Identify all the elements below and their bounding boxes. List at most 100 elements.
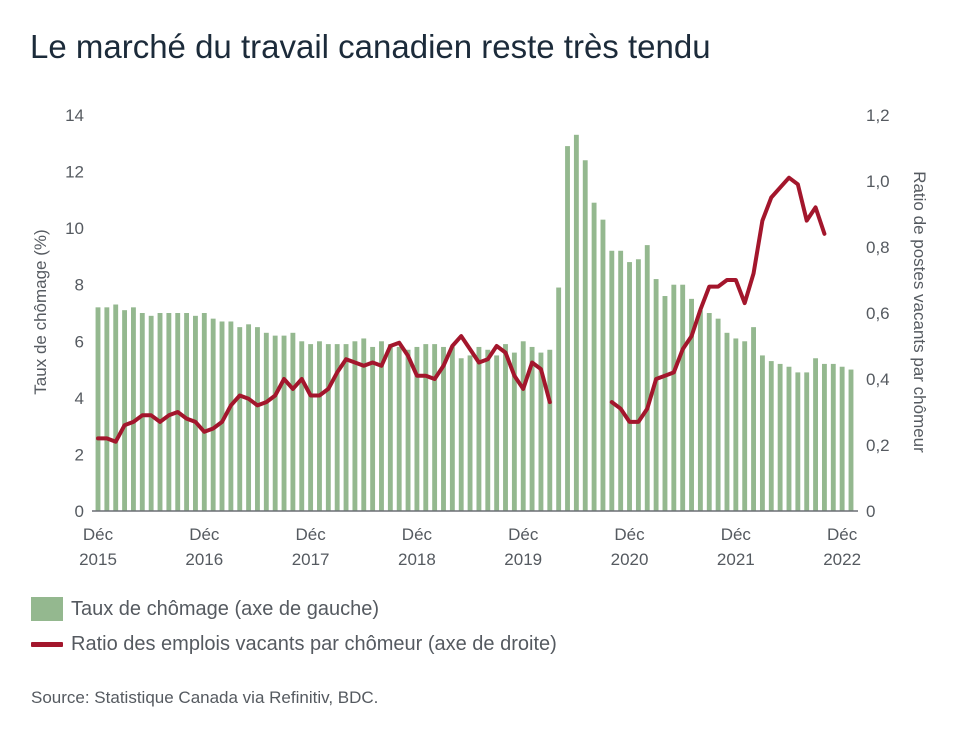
unemployment-bar bbox=[219, 321, 225, 511]
x-tick-month: Déc bbox=[827, 525, 858, 544]
unemployment-bar bbox=[263, 332, 269, 511]
right-tick-label: 0,6 bbox=[866, 304, 890, 323]
unemployment-bar bbox=[635, 259, 641, 511]
unemployment-bar bbox=[697, 310, 703, 511]
unemployment-bar bbox=[193, 315, 198, 511]
unemployment-bar bbox=[201, 313, 207, 511]
unemployment-bar bbox=[317, 341, 322, 511]
right-tick-label: 0,4 bbox=[866, 370, 890, 389]
unemployment-bar bbox=[830, 363, 836, 511]
unemployment-bar bbox=[786, 366, 792, 511]
right-tick-label: 1,0 bbox=[866, 172, 890, 191]
unemployment-bar bbox=[680, 284, 686, 511]
unemployment-bar bbox=[662, 296, 668, 511]
unemployment-bar bbox=[166, 313, 172, 511]
unemployment-bar bbox=[104, 307, 110, 511]
unemployment-bar bbox=[573, 134, 579, 512]
unemployment-bar bbox=[591, 202, 597, 511]
unemployment-bar bbox=[122, 310, 128, 511]
x-tick-year: 2015 bbox=[79, 550, 117, 569]
unemployment-bar bbox=[733, 338, 739, 511]
x-tick-year: 2017 bbox=[292, 550, 330, 569]
unemployment-bar bbox=[529, 346, 535, 511]
unemployment-bar bbox=[547, 349, 553, 511]
legend-bar-swatch bbox=[31, 597, 63, 621]
unemployment-bar bbox=[184, 313, 190, 511]
unemployment-bar bbox=[689, 298, 694, 511]
unemployment-bar bbox=[387, 344, 393, 511]
unemployment-bar bbox=[565, 146, 570, 512]
unemployment-bar bbox=[804, 372, 810, 511]
x-tick-year: 2020 bbox=[611, 550, 649, 569]
unemployment-bar bbox=[618, 250, 624, 511]
unemployment-bar bbox=[272, 335, 278, 511]
unemployment-bar bbox=[671, 284, 677, 511]
unemployment-bar bbox=[520, 341, 526, 511]
bar-series bbox=[95, 134, 854, 512]
left-tick-label: 14 bbox=[65, 106, 84, 125]
unemployment-bar bbox=[609, 250, 615, 511]
x-tick-year: 2018 bbox=[398, 550, 436, 569]
x-tick-month: Déc bbox=[721, 525, 752, 544]
right-tick-label: 0,8 bbox=[866, 238, 890, 257]
left-axis-ticks: 0 2 4 6 8 10 12 14 bbox=[65, 106, 84, 521]
unemployment-bar bbox=[334, 344, 340, 511]
unemployment-bar bbox=[95, 307, 101, 511]
unemployment-bar bbox=[777, 363, 783, 511]
unemployment-bar bbox=[751, 327, 756, 511]
source-note: Source: Statistique Canada via Refinitiv… bbox=[31, 688, 379, 707]
x-tick-month: Déc bbox=[402, 525, 433, 544]
left-tick-label: 4 bbox=[75, 389, 84, 408]
x-tick-month: Déc bbox=[614, 525, 645, 544]
unemployment-bar bbox=[352, 341, 358, 511]
legend-line-swatch bbox=[31, 642, 63, 647]
unemployment-bar bbox=[715, 318, 721, 511]
x-tick-year: 2016 bbox=[185, 550, 223, 569]
x-tick-month: Déc bbox=[189, 525, 220, 544]
unemployment-bar bbox=[281, 335, 287, 511]
left-tick-label: 2 bbox=[75, 445, 84, 464]
unemployment-bar bbox=[759, 355, 765, 511]
left-tick-label: 8 bbox=[75, 276, 84, 295]
unemployment-bar bbox=[405, 349, 411, 511]
right-tick-label: 0,2 bbox=[866, 436, 890, 455]
x-tick-month: Déc bbox=[508, 525, 539, 544]
unemployment-bar bbox=[795, 372, 801, 511]
legend-item-bars: Taux de chômage (axe de gauche) bbox=[31, 597, 379, 621]
unemployment-bar bbox=[742, 341, 748, 511]
unemployment-bar bbox=[458, 358, 464, 511]
unemployment-bar bbox=[290, 332, 296, 511]
unemployment-bar bbox=[494, 355, 500, 511]
left-tick-label: 10 bbox=[65, 219, 84, 238]
legend-line-label: Ratio des emplois vacants par chômeur (a… bbox=[71, 633, 557, 655]
unemployment-bar bbox=[449, 346, 455, 511]
legend-bars-label: Taux de chômage (axe de gauche) bbox=[71, 597, 379, 620]
unemployment-bar bbox=[538, 352, 544, 511]
x-tick-month: Déc bbox=[295, 525, 326, 544]
right-tick-label: 0 bbox=[866, 502, 875, 521]
right-tick-label: 1,2 bbox=[866, 106, 890, 125]
unemployment-bar bbox=[600, 219, 606, 511]
unemployment-bar bbox=[157, 313, 163, 511]
unemployment-bar bbox=[228, 321, 234, 511]
unemployment-bar bbox=[113, 304, 119, 511]
left-tick-label: 6 bbox=[75, 332, 84, 351]
x-tick-year: 2022 bbox=[823, 550, 861, 569]
unemployment-bar bbox=[343, 344, 349, 511]
unemployment-bar bbox=[299, 341, 305, 511]
unemployment-bar bbox=[653, 279, 659, 511]
unemployment-bar bbox=[706, 313, 712, 511]
unemployment-bar bbox=[821, 363, 827, 511]
left-tick-label: 12 bbox=[65, 163, 84, 182]
unemployment-bar bbox=[476, 346, 482, 511]
unemployment-bar bbox=[432, 344, 438, 511]
unemployment-bar bbox=[644, 245, 650, 512]
unemployment-bar bbox=[441, 346, 446, 511]
unemployment-bar bbox=[768, 361, 774, 511]
unemployment-bar bbox=[848, 369, 854, 511]
unemployment-bar bbox=[379, 341, 384, 511]
unemployment-bar bbox=[467, 355, 473, 511]
chart-title: Le marché du travail canadien reste très… bbox=[30, 28, 711, 65]
x-tick-year: 2021 bbox=[717, 550, 755, 569]
